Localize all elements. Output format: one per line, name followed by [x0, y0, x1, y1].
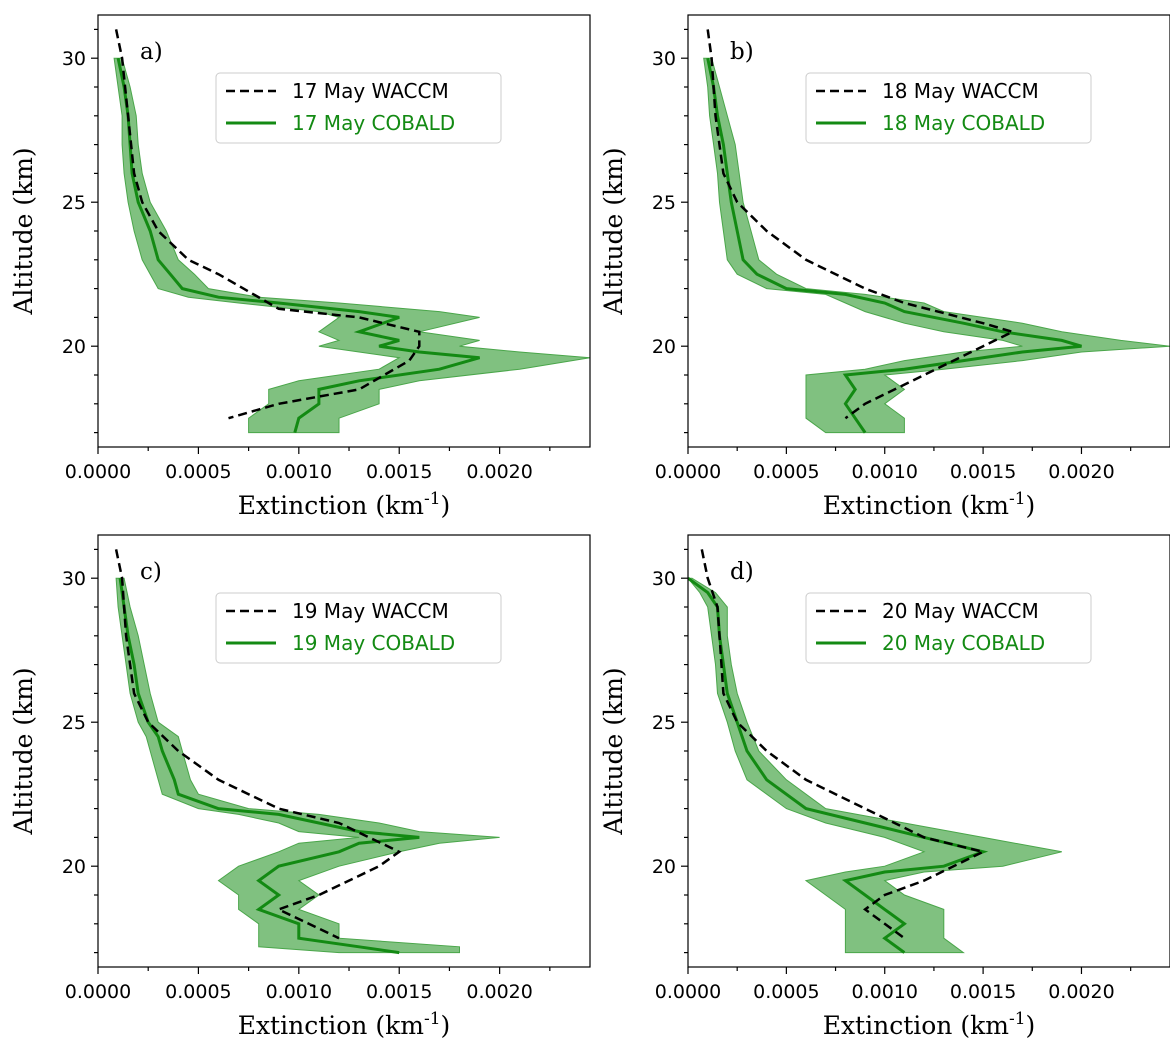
x-tick-label: 0.0015	[366, 461, 432, 483]
cobald-uncertainty-band	[115, 577, 500, 954]
plot-area	[113, 29, 590, 434]
y-tick-label: 25	[652, 192, 676, 214]
waccm-series-line	[114, 29, 421, 420]
x-tick-label: 0.0005	[165, 981, 231, 1003]
x-tick-label: 0.0010	[266, 461, 332, 483]
x-tick-label: 0.0010	[266, 981, 332, 1003]
plot-area	[703, 29, 1170, 434]
legend-frame	[215, 592, 502, 664]
panel-3: 0.0000 0.0005 0.0010 0.0015 0.0020 20 25 30 Exti…	[9, 534, 591, 1040]
x-tick-label: 0.0005	[753, 461, 819, 483]
x-axis-label: Extinction (km-1)	[238, 1009, 451, 1040]
x-tick-label: 0.0020	[466, 981, 532, 1003]
panel-2: 0.0000 0.0005 0.0010 0.0015 0.0020 20 25 30 Exti…	[599, 14, 1170, 520]
y-tick-label: 30	[62, 48, 86, 70]
x-tick-label: 0.0020	[466, 461, 532, 483]
legend: 18 May WACCM 18 May COBALD	[805, 72, 1092, 144]
legend-entry-label: 18 May WACCM	[882, 79, 1039, 103]
y-tick-label: 20	[652, 856, 676, 878]
x-tick-label: 0.0000	[65, 461, 131, 483]
x-tick-label: 0.0020	[1048, 981, 1114, 1003]
legend-entry-label: 20 May COBALD	[882, 631, 1045, 655]
y-tick-label: 30	[652, 48, 676, 70]
legend-frame	[805, 592, 1092, 664]
y-tick-label: 25	[652, 712, 676, 734]
legend-entry-label: 20 May WACCM	[882, 599, 1039, 623]
waccm-series-line	[706, 29, 1017, 420]
y-tick-label: 20	[652, 336, 676, 358]
x-tick-label: 0.0000	[655, 981, 721, 1003]
panel-label: a)	[140, 39, 163, 65]
x-tick-label: 0.0015	[950, 461, 1016, 483]
legend-frame	[215, 72, 502, 144]
legend-entry-label: 17 May WACCM	[292, 79, 449, 103]
x-tick-label: 0.0015	[950, 981, 1016, 1003]
x-tick-label: 0.0015	[366, 981, 432, 1003]
legend-entry-label: 17 May COBALD	[292, 111, 455, 135]
y-axis-label: Altitude (km)	[9, 667, 38, 835]
legend-entry-label: 18 May COBALD	[882, 111, 1045, 135]
y-axis-label: Altitude (km)	[599, 667, 628, 835]
x-axis-label: Extinction (km-1)	[823, 1009, 1036, 1040]
cobald-series-line	[116, 57, 481, 434]
panel-4: 0.0000 0.0005 0.0010 0.0015 0.0020 20 25 30 Exti…	[599, 534, 1170, 1040]
cobald-uncertainty-band	[113, 57, 590, 434]
x-tick-label: 0.0005	[165, 461, 231, 483]
x-axis-label: Extinction (km-1)	[238, 489, 451, 520]
panel-1: 0.0000 0.0005 0.0010 0.0015 0.0020 20 25 30 Exti…	[9, 14, 591, 520]
x-tick-label: 0.0005	[753, 981, 819, 1003]
plot-area	[688, 549, 1062, 954]
x-tick-label: 0.0020	[1048, 461, 1114, 483]
x-tick-label: 0.0000	[65, 981, 131, 1003]
legend-entry-label: 19 May WACCM	[292, 599, 449, 623]
legend: 19 May WACCM 19 May COBALD	[215, 592, 502, 664]
x-tick-label: 0.0000	[655, 461, 721, 483]
x-axis-label: Extinction (km-1)	[823, 489, 1036, 520]
cobald-series-line	[706, 57, 1082, 434]
panel-label: d)	[730, 559, 754, 585]
y-tick-label: 20	[62, 856, 86, 878]
legend-entry-label: 19 May COBALD	[292, 631, 455, 655]
panel-label: c)	[140, 559, 162, 585]
legend: 20 May WACCM 20 May COBALD	[805, 592, 1092, 664]
waccm-series-line	[700, 549, 987, 940]
y-tick-label: 20	[62, 336, 86, 358]
plot-area	[114, 549, 500, 955]
cobald-series-line	[118, 577, 420, 955]
y-tick-label: 25	[62, 712, 86, 734]
legend: 17 May WACCM 17 May COBALD	[215, 72, 502, 144]
panel-label: b)	[730, 39, 754, 65]
waccm-series-line	[114, 549, 402, 940]
y-tick-label: 30	[652, 568, 676, 590]
x-tick-label: 0.0010	[851, 981, 917, 1003]
y-axis-label: Altitude (km)	[9, 147, 38, 315]
x-tick-label: 0.0010	[851, 461, 917, 483]
y-tick-label: 30	[62, 568, 86, 590]
y-tick-label: 25	[62, 192, 86, 214]
y-axis-label: Altitude (km)	[599, 147, 628, 315]
legend-frame	[805, 72, 1092, 144]
